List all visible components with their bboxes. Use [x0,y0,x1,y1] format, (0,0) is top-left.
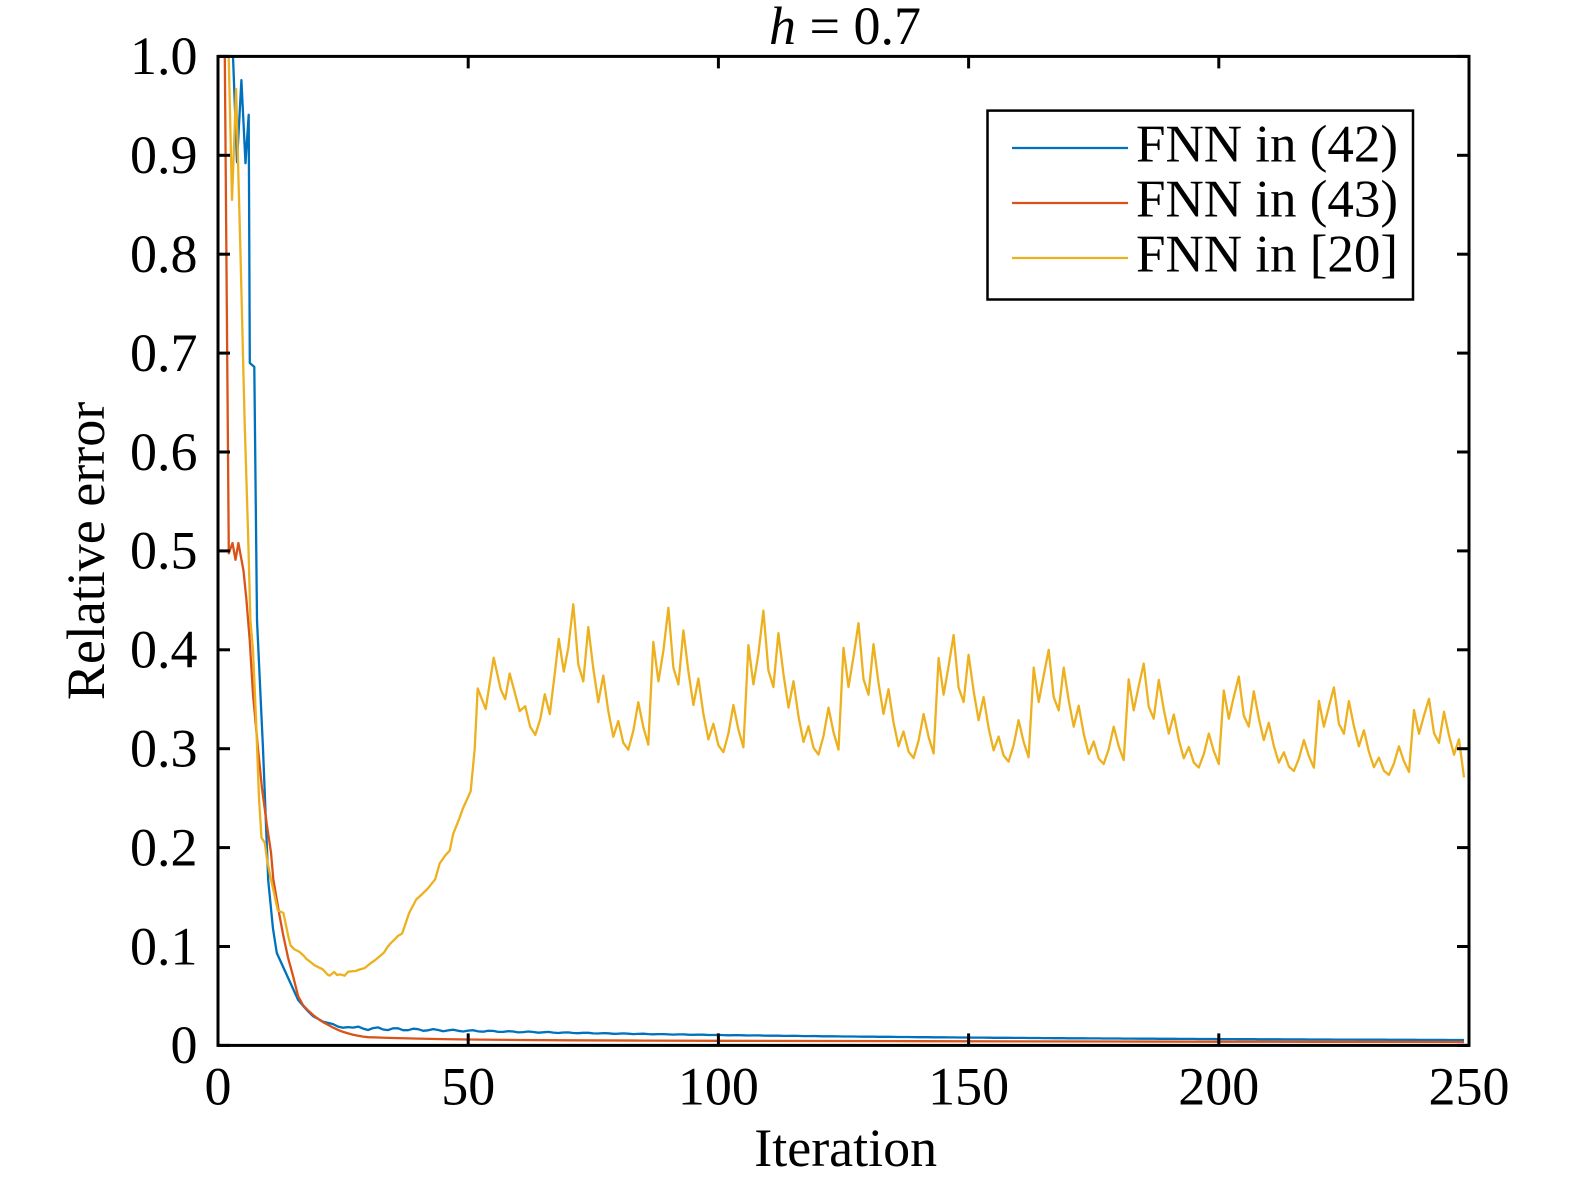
svg-text:Iteration: Iteration [754,1118,937,1178]
svg-text:0.4: 0.4 [130,620,198,680]
svg-text:150: 150 [928,1057,1009,1117]
svg-text:0.9: 0.9 [130,125,198,185]
svg-text:0.6: 0.6 [130,422,198,482]
svg-text:0.7: 0.7 [130,323,198,383]
svg-text:0.3: 0.3 [130,719,198,779]
svg-text:FNN in [20]: FNN in [20] [1136,226,1398,284]
svg-text:250: 250 [1429,1057,1510,1117]
svg-text:0: 0 [171,1015,198,1075]
svg-text:0.5: 0.5 [130,521,198,581]
svg-text:100: 100 [678,1057,759,1117]
svg-text:1.0: 1.0 [130,26,198,86]
svg-text:h = 0.7: h = 0.7 [769,0,921,56]
svg-text:0.2: 0.2 [130,817,198,877]
svg-text:0.1: 0.1 [130,916,198,976]
svg-text:Relative error: Relative error [56,402,116,700]
svg-text:0.8: 0.8 [130,224,198,284]
svg-text:FNN in (43): FNN in (43) [1136,171,1398,229]
svg-text:0: 0 [205,1057,232,1117]
svg-text:FNN in (42): FNN in (42) [1136,116,1398,174]
svg-text:50: 50 [441,1057,495,1117]
svg-text:200: 200 [1178,1057,1259,1117]
